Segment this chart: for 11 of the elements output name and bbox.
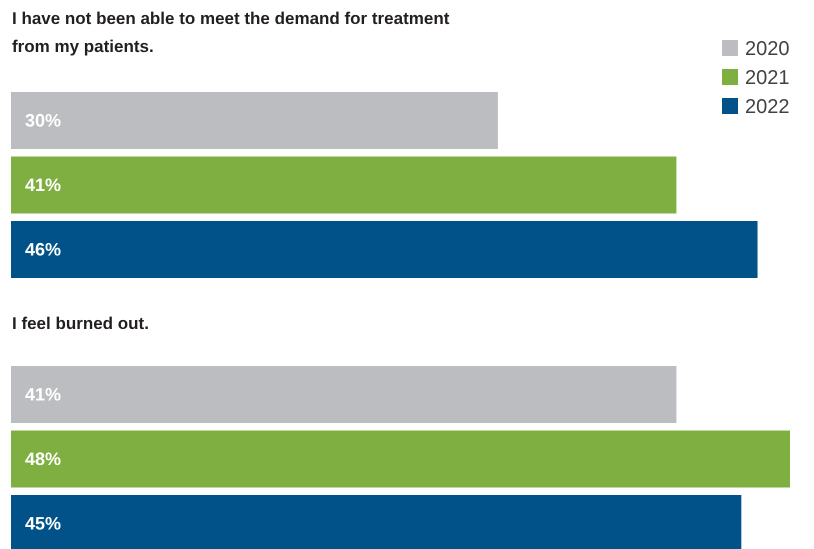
data-label: 41% [25, 175, 62, 195]
data-label: 46% [25, 240, 62, 260]
data-label: 41% [25, 384, 62, 404]
chart-title: I feel burned out. [12, 314, 149, 333]
legend-label: 2021 [745, 67, 790, 89]
legend-label: 2020 [745, 38, 790, 60]
data-label: 45% [25, 514, 62, 534]
data-label: 48% [25, 449, 62, 469]
chart-title: I have not been able to meet the demand for treatment from my patients. [12, 9, 450, 56]
data-label: 30% [25, 110, 62, 130]
legend-label: 2022 [745, 96, 790, 118]
